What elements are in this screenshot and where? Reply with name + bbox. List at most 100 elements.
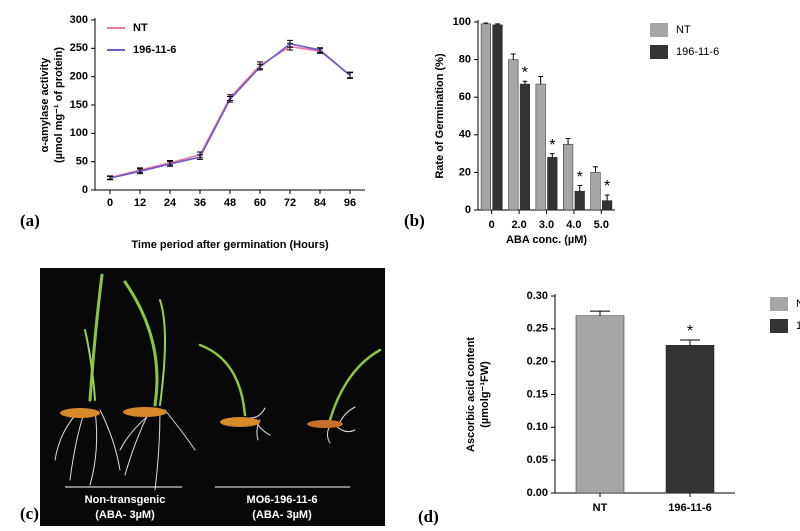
x-tick-label: 36 (194, 197, 206, 209)
error-bar (137, 168, 143, 175)
legend-swatch (770, 297, 788, 311)
error-bar (522, 80, 528, 85)
bar (574, 190, 585, 211)
y-tick-label: 20 (459, 166, 471, 178)
panel-label: (b) (404, 211, 425, 230)
x-tick-label: NT (593, 502, 608, 514)
error-bar (565, 138, 571, 145)
y-tick-label: 0.05 (527, 454, 548, 466)
photo: Non-transgenic (ABA- 3µM) MO6-196-11-6 (… (20, 268, 385, 526)
x-tick-label: 5.0 (594, 219, 609, 231)
legend-label: NT (796, 298, 800, 310)
data-line (109, 45, 351, 179)
y-tick-label: 0.25 (527, 323, 548, 335)
bar (563, 143, 574, 211)
significance-mark: * (549, 137, 555, 154)
photo-caption: MO6-196-11-6 (247, 494, 318, 506)
legend-label: 196-11-6 (676, 46, 719, 58)
panel-label: (d) (418, 507, 439, 526)
y-tick-label: 0.30 (527, 290, 548, 302)
panel-label: (a) (20, 211, 40, 230)
y-axis-label: α-amylase activity (39, 57, 51, 153)
legend-label: NT (676, 24, 691, 36)
error-bar (317, 47, 323, 53)
legend-swatch (650, 45, 668, 59)
y-tick-label: 0.00 (527, 487, 548, 499)
significance-mark: * (577, 169, 583, 186)
seedlings (54, 273, 382, 491)
x-tick-label: 24 (164, 197, 177, 209)
bar (480, 23, 491, 211)
y-tick-label: 150 (70, 99, 88, 111)
bar (575, 315, 625, 494)
x-tick-label: 2.0 (511, 219, 526, 231)
error-bar (257, 63, 263, 71)
bar (508, 59, 519, 211)
bar (665, 345, 715, 494)
x-tick-label: 0 (489, 219, 495, 231)
y-axis-label: Ascorbic acid content (465, 337, 477, 452)
y-tick-label: 100 (453, 16, 471, 28)
error-bar (197, 154, 203, 160)
significance-mark: * (604, 178, 610, 195)
y-tick-label: 0 (465, 204, 471, 216)
x-tick-label: 96 (344, 197, 356, 209)
y-tick-label: 100 (70, 127, 88, 139)
error-bar (167, 161, 173, 167)
y-tick-label: 40 (459, 129, 471, 141)
chart: 0 20 40 60 80 100 (b) Rate of Germination (%) AB… (404, 16, 719, 246)
error-bar (593, 166, 598, 173)
photo-caption: (ABA- 3µM) (95, 509, 155, 521)
bar (535, 83, 546, 211)
error-bar (495, 23, 500, 25)
error-bar (577, 185, 583, 192)
significance-mark: * (687, 323, 693, 340)
y-tick-label: 60 (459, 91, 471, 103)
y-tick-label: 250 (70, 42, 88, 54)
x-tick-label: 60 (254, 197, 266, 209)
bar (492, 24, 503, 211)
y-tick-label: 0 (82, 184, 88, 196)
legend-label: 196-11-6 (133, 44, 176, 56)
y-tick-label: 0.15 (527, 388, 548, 400)
legend-swatch (650, 23, 668, 37)
y-axis-label: (µmolg⁻¹FW) (479, 361, 491, 428)
bar (547, 157, 558, 211)
bar (590, 172, 601, 211)
error-bar (107, 175, 113, 181)
x-axis-label: Time period after germination (Hours) (131, 239, 329, 251)
x-tick-label: 4.0 (566, 219, 581, 231)
bar (602, 200, 613, 211)
y-tick-label: 300 (70, 14, 88, 26)
y-axis-label: Rate of Germination (%) (434, 53, 446, 179)
legend-swatch (770, 319, 788, 333)
y-tick-label: 80 (459, 54, 471, 66)
error-bar (483, 22, 489, 24)
error-bar (680, 339, 700, 346)
y-tick-label: 0.10 (527, 421, 548, 433)
x-tick-label: 0 (107, 197, 113, 209)
x-axis-label: ABA conc. (µM) (506, 234, 587, 246)
error-bar (590, 310, 610, 316)
error-bar (227, 96, 233, 103)
photo-caption: Non-transgenic (85, 494, 166, 506)
error-bar (549, 153, 555, 158)
legend-label: 196-11-6 (796, 320, 800, 332)
error-bar (538, 76, 544, 85)
legend-label: NT (133, 22, 148, 34)
error-bar (604, 194, 610, 201)
photo-caption: (ABA- 3µM) (252, 509, 312, 521)
y-tick-label: 50 (76, 156, 88, 168)
x-tick-label: 84 (314, 197, 327, 209)
error-bar (510, 53, 516, 60)
error-bar (347, 72, 353, 79)
x-tick-label: 12 (134, 197, 146, 209)
bar (519, 83, 530, 211)
y-axis-label: (µmol mg⁻¹ of protein) (53, 47, 65, 163)
chart: 0 50 100 150 200 250 300 (a) α-amylase activity(… (20, 14, 365, 251)
x-tick-label: 3.0 (539, 219, 554, 231)
significance-mark: * (522, 64, 528, 81)
data-line (109, 42, 351, 179)
x-tick-label: 196-11-6 (668, 502, 711, 514)
